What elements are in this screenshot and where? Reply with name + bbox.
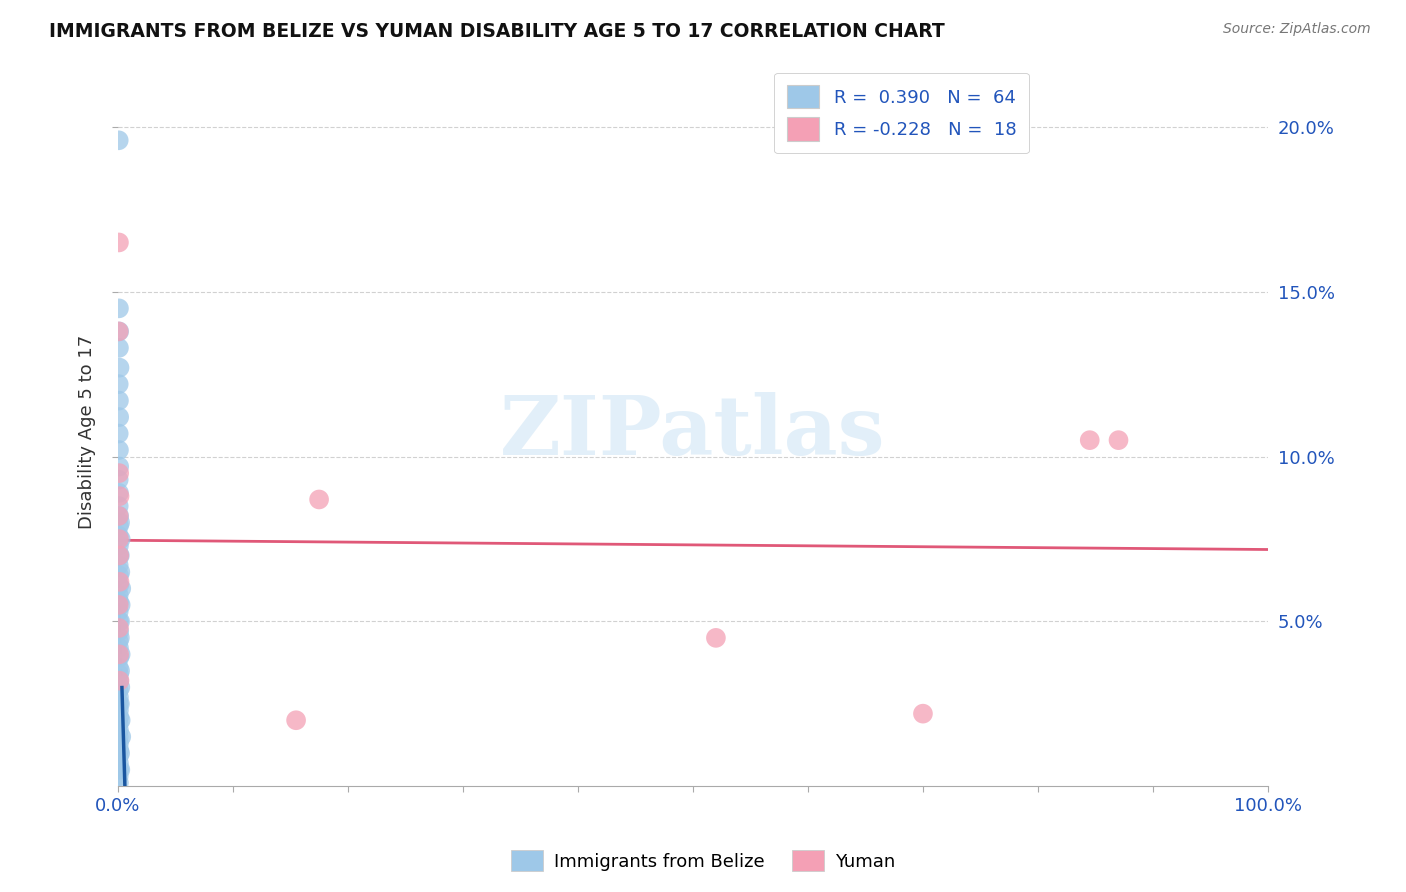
Point xyxy=(107,426,129,441)
Point xyxy=(107,683,129,698)
Point xyxy=(108,710,131,724)
Text: IMMIGRANTS FROM BELIZE VS YUMAN DISABILITY AGE 5 TO 17 CORRELATION CHART: IMMIGRANTS FROM BELIZE VS YUMAN DISABILI… xyxy=(49,22,945,41)
Point xyxy=(107,588,129,602)
Point xyxy=(110,730,132,744)
Point xyxy=(107,769,129,783)
Point xyxy=(108,508,131,523)
Point xyxy=(107,598,129,612)
Text: ZIPatlas: ZIPatlas xyxy=(501,392,886,472)
Point xyxy=(107,716,129,731)
Point xyxy=(108,574,131,589)
Legend: Immigrants from Belize, Yuman: Immigrants from Belize, Yuman xyxy=(503,843,903,879)
Point xyxy=(107,377,129,392)
Point xyxy=(107,529,129,543)
Point xyxy=(285,713,308,727)
Point xyxy=(110,582,132,596)
Point xyxy=(108,621,131,635)
Point xyxy=(107,749,129,764)
Point xyxy=(107,325,129,339)
Y-axis label: Disability Age 5 to 17: Disability Age 5 to 17 xyxy=(79,334,96,529)
Point xyxy=(110,565,132,579)
Point xyxy=(108,763,131,777)
Point xyxy=(108,489,131,503)
Point xyxy=(108,486,131,500)
Point xyxy=(108,776,131,790)
Point xyxy=(108,690,131,705)
Point xyxy=(108,325,131,339)
Point xyxy=(108,235,131,250)
Point xyxy=(108,631,131,645)
Point xyxy=(107,558,129,573)
Point xyxy=(108,410,131,425)
Point xyxy=(107,634,129,648)
Point xyxy=(110,763,132,777)
Point xyxy=(108,578,131,592)
Point xyxy=(108,703,131,717)
Point xyxy=(108,360,131,375)
Point xyxy=(108,723,131,738)
Legend: R =  0.390   N =  64, R = -0.228   N =  18: R = 0.390 N = 64, R = -0.228 N = 18 xyxy=(775,72,1029,153)
Point xyxy=(108,743,131,757)
Point xyxy=(911,706,934,721)
Point xyxy=(110,598,132,612)
Point xyxy=(107,697,129,711)
Point xyxy=(110,532,132,546)
Point xyxy=(108,518,131,533)
Point xyxy=(108,624,131,639)
Point xyxy=(107,499,129,513)
Point xyxy=(108,615,131,629)
Point xyxy=(704,631,727,645)
Point xyxy=(110,681,132,695)
Point xyxy=(308,492,330,507)
Point xyxy=(110,713,132,727)
Point xyxy=(108,664,131,678)
Point xyxy=(108,615,131,629)
Point xyxy=(108,532,131,546)
Point xyxy=(108,673,131,688)
Point xyxy=(1108,433,1130,447)
Point xyxy=(107,605,129,619)
Point xyxy=(108,667,131,681)
Point xyxy=(108,594,131,608)
Point xyxy=(108,673,131,688)
Point xyxy=(107,730,129,744)
Point xyxy=(108,746,131,760)
Point xyxy=(108,466,131,480)
Point xyxy=(108,640,131,655)
Point xyxy=(108,516,131,530)
Point xyxy=(108,539,131,553)
Point xyxy=(107,508,129,523)
Point xyxy=(108,301,131,316)
Point xyxy=(108,736,131,750)
Point xyxy=(107,660,129,674)
Point xyxy=(110,648,132,662)
Point xyxy=(108,549,131,563)
Point xyxy=(107,473,129,487)
Point xyxy=(108,393,131,408)
Point xyxy=(108,756,131,770)
Point xyxy=(108,549,131,563)
Point xyxy=(108,648,131,662)
Point xyxy=(108,341,131,355)
Point xyxy=(108,549,131,563)
Point xyxy=(108,568,131,582)
Point xyxy=(108,459,131,474)
Point xyxy=(108,650,131,665)
Point xyxy=(107,133,129,147)
Point xyxy=(108,697,131,711)
Point xyxy=(108,443,131,458)
Text: Source: ZipAtlas.com: Source: ZipAtlas.com xyxy=(1223,22,1371,37)
Point xyxy=(1078,433,1101,447)
